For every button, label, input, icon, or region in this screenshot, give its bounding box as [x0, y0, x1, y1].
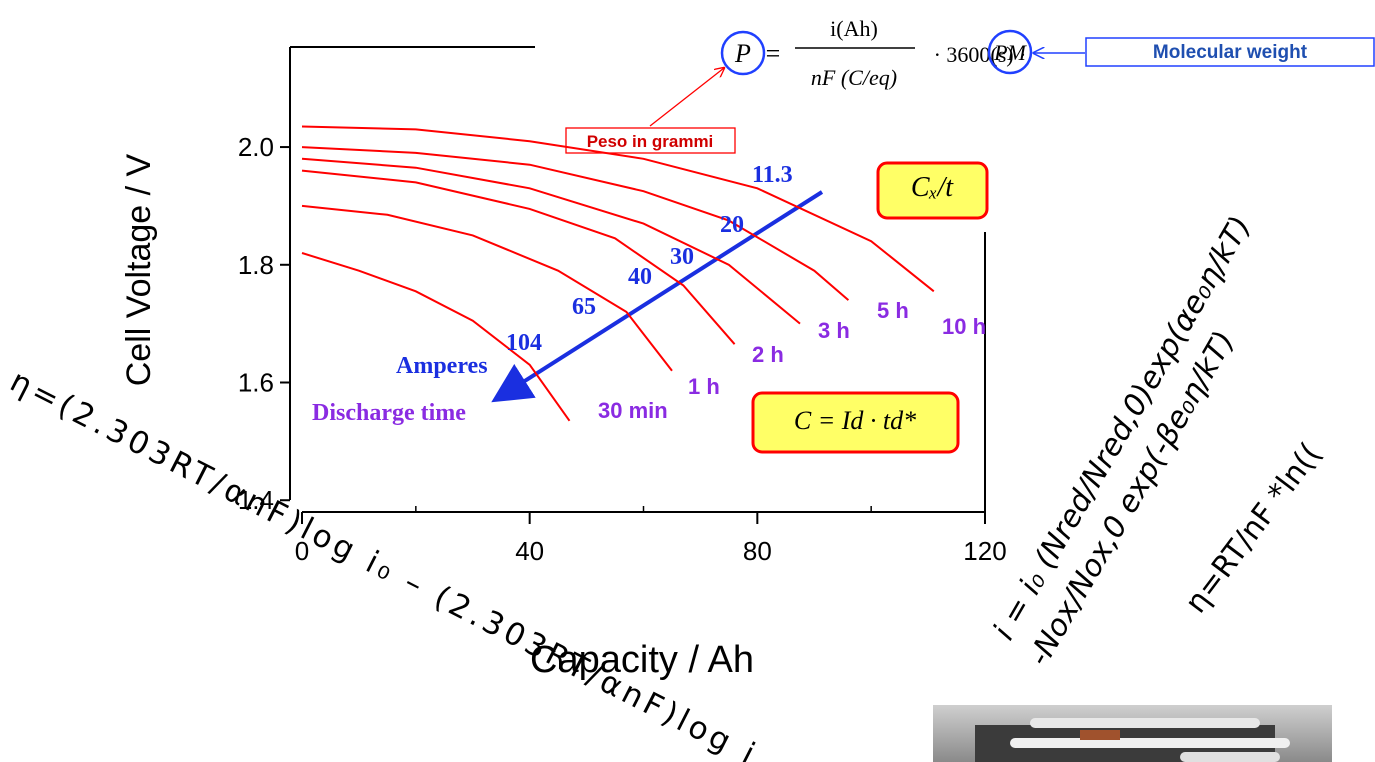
- trend-arrow: [498, 192, 822, 398]
- x-tick-label: 80: [743, 536, 772, 566]
- ampere-label: 65: [572, 294, 596, 320]
- curve-label: 3 h: [818, 318, 850, 343]
- formula-eq: =: [766, 39, 781, 68]
- curve-label: 10 h: [942, 314, 986, 339]
- ampere-label: 40: [628, 264, 652, 290]
- photo: [933, 705, 1332, 762]
- ampere-label: 104: [506, 330, 542, 356]
- formula-num: i(Ah): [830, 16, 878, 41]
- x-tick-label: 40: [515, 536, 544, 566]
- x-tick-label: 0: [295, 536, 309, 566]
- discharge-label: Discharge time: [312, 400, 466, 426]
- nernst-equation: η=RT/nF *ln((: [1178, 437, 1328, 620]
- weight-note-text: Peso in grammi: [587, 132, 714, 151]
- slide: Cell Voltage / V Capacity / Ah Amperes D…: [0, 0, 1375, 762]
- curve-label: 2 h: [752, 342, 784, 367]
- curve-label: 5 h: [877, 298, 909, 323]
- y-tick-label: 1.8: [238, 250, 274, 280]
- y-tick-label: 1.6: [238, 368, 274, 398]
- weight-text: Molecular weight: [1153, 42, 1308, 63]
- x-tick-label: 120: [963, 536, 1006, 566]
- y-tick-label: 2.0: [238, 132, 274, 162]
- discharge-curve: [302, 159, 800, 324]
- formula-den: nF (C/eq): [811, 65, 897, 90]
- formula-lhs: P: [734, 39, 751, 68]
- discharge-curve: [302, 206, 672, 371]
- ampere-label: 20: [720, 212, 744, 238]
- ampere-label: 11.3: [752, 162, 793, 188]
- y-axis-title: Cell Voltage / V: [120, 153, 158, 386]
- box-capacity-text: C = Id · td*: [794, 406, 916, 435]
- formula-rhs: PM: [993, 40, 1027, 65]
- y-tick-label: 1.4: [238, 485, 274, 515]
- curve-label: 1 h: [688, 374, 720, 399]
- curve-label: 30 min: [598, 398, 668, 423]
- box-rate-text: Cₓ/t: [911, 172, 954, 203]
- weight-note-arrow: [650, 68, 724, 126]
- ampere-label: 30: [670, 244, 694, 270]
- amperes-label: Amperes: [396, 353, 488, 379]
